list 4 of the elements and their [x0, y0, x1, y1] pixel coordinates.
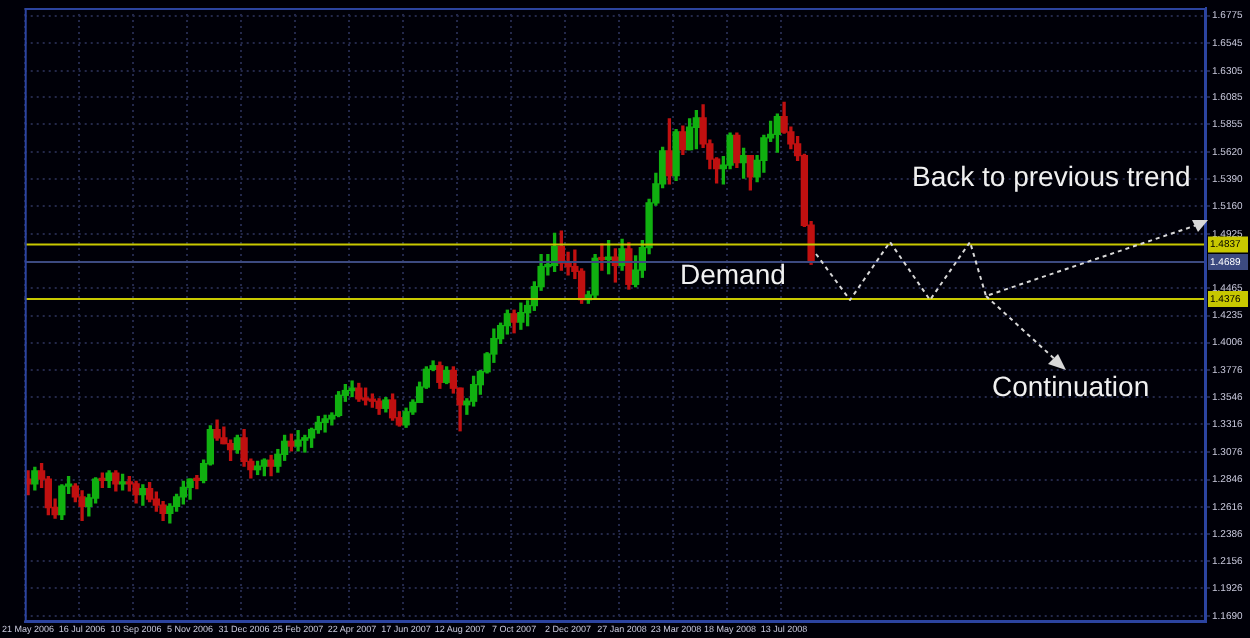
annotation: Demand	[680, 258, 786, 290]
candlestick	[301, 434, 309, 453]
annotation: Back to previous trend	[912, 160, 1191, 192]
annotation: Continuation	[992, 370, 1150, 402]
